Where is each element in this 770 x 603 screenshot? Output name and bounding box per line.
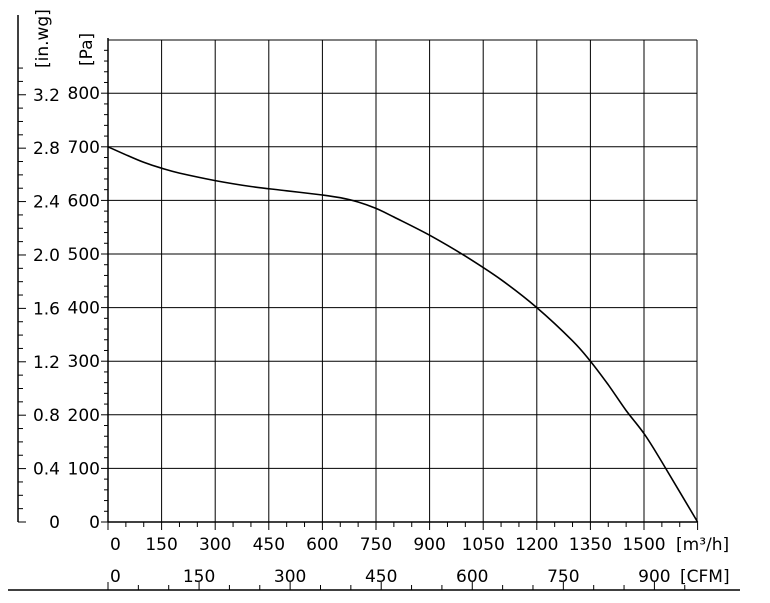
y-tick-label-pa: 300 [68, 352, 100, 372]
y-unit-label-inwg: [in.wg] [33, 9, 53, 68]
x-tick-label-m3h: 1200 [515, 535, 558, 555]
x-tick-label-m3h: 1350 [569, 535, 612, 555]
labels: 0 100 200 300 400 500 600 700 800 0 0.4 0.8 1.2 1.6 2.… [33, 9, 730, 587]
y-tick-label-pa: 200 [68, 406, 100, 426]
y-tick-label-pa: 100 [68, 459, 100, 479]
y-tick-label-inwg: 0.4 [33, 460, 60, 480]
x-tick-label-m3h: 1050 [462, 535, 505, 555]
x-tick-label-m3h: 450 [253, 535, 285, 555]
y-tick-label-pa: 0 [89, 513, 100, 533]
y-tick-label-inwg: 3.2 [33, 86, 60, 106]
y-tick-label-inwg: 0.8 [33, 406, 60, 426]
x-tick-label-cfm: 300 [274, 567, 306, 587]
y-tick-label-inwg: 2.8 [33, 139, 60, 159]
x-tick-label-cfm: 750 [547, 567, 579, 587]
y-tick-label-inwg: 2.4 [33, 193, 60, 213]
y-tick-label-pa: 800 [68, 84, 100, 104]
y-unit-label-pa: [Pa] [77, 33, 97, 66]
y-tick-label-pa: 600 [68, 191, 100, 211]
x-tick-label-cfm: 0 [110, 567, 121, 587]
x-tick-label-m3h: 0 [110, 535, 121, 555]
curve-layer [107, 146, 699, 523]
fan-curve-series-0 [107, 146, 699, 523]
x-tick-label-cfm: 900 [638, 567, 670, 587]
y-tick-label-inwg: 1.2 [33, 353, 60, 373]
y-tick-label-inwg: 1.6 [33, 299, 60, 319]
x-tick-label-m3h: 900 [413, 535, 445, 555]
x-tick-label-m3h: 300 [199, 535, 231, 555]
minor-ticks [18, 49, 699, 590]
y-tick-label-pa: 500 [68, 245, 100, 265]
x-unit-label-m3h: [m³/h] [676, 535, 729, 555]
axes [8, 15, 740, 591]
x-unit-label-cfm: [CFM] [680, 567, 730, 587]
x-tick-label-cfm: 150 [183, 567, 215, 587]
x-tick-label-cfm: 600 [456, 567, 488, 587]
x-tick-label-m3h: 600 [306, 535, 338, 555]
y-tick-label-inwg: 2.0 [33, 246, 60, 266]
x-tick-label-cfm: 450 [365, 567, 397, 587]
x-tick-label-m3h: 750 [360, 535, 392, 555]
y-tick-label-inwg: 0 [49, 513, 60, 533]
y-tick-label-pa: 400 [68, 299, 100, 319]
x-tick-label-m3h: 1500 [622, 535, 665, 555]
x-tick-label-m3h: 150 [145, 535, 177, 555]
grid [108, 39, 698, 522]
y-tick-label-pa: 700 [68, 138, 100, 158]
